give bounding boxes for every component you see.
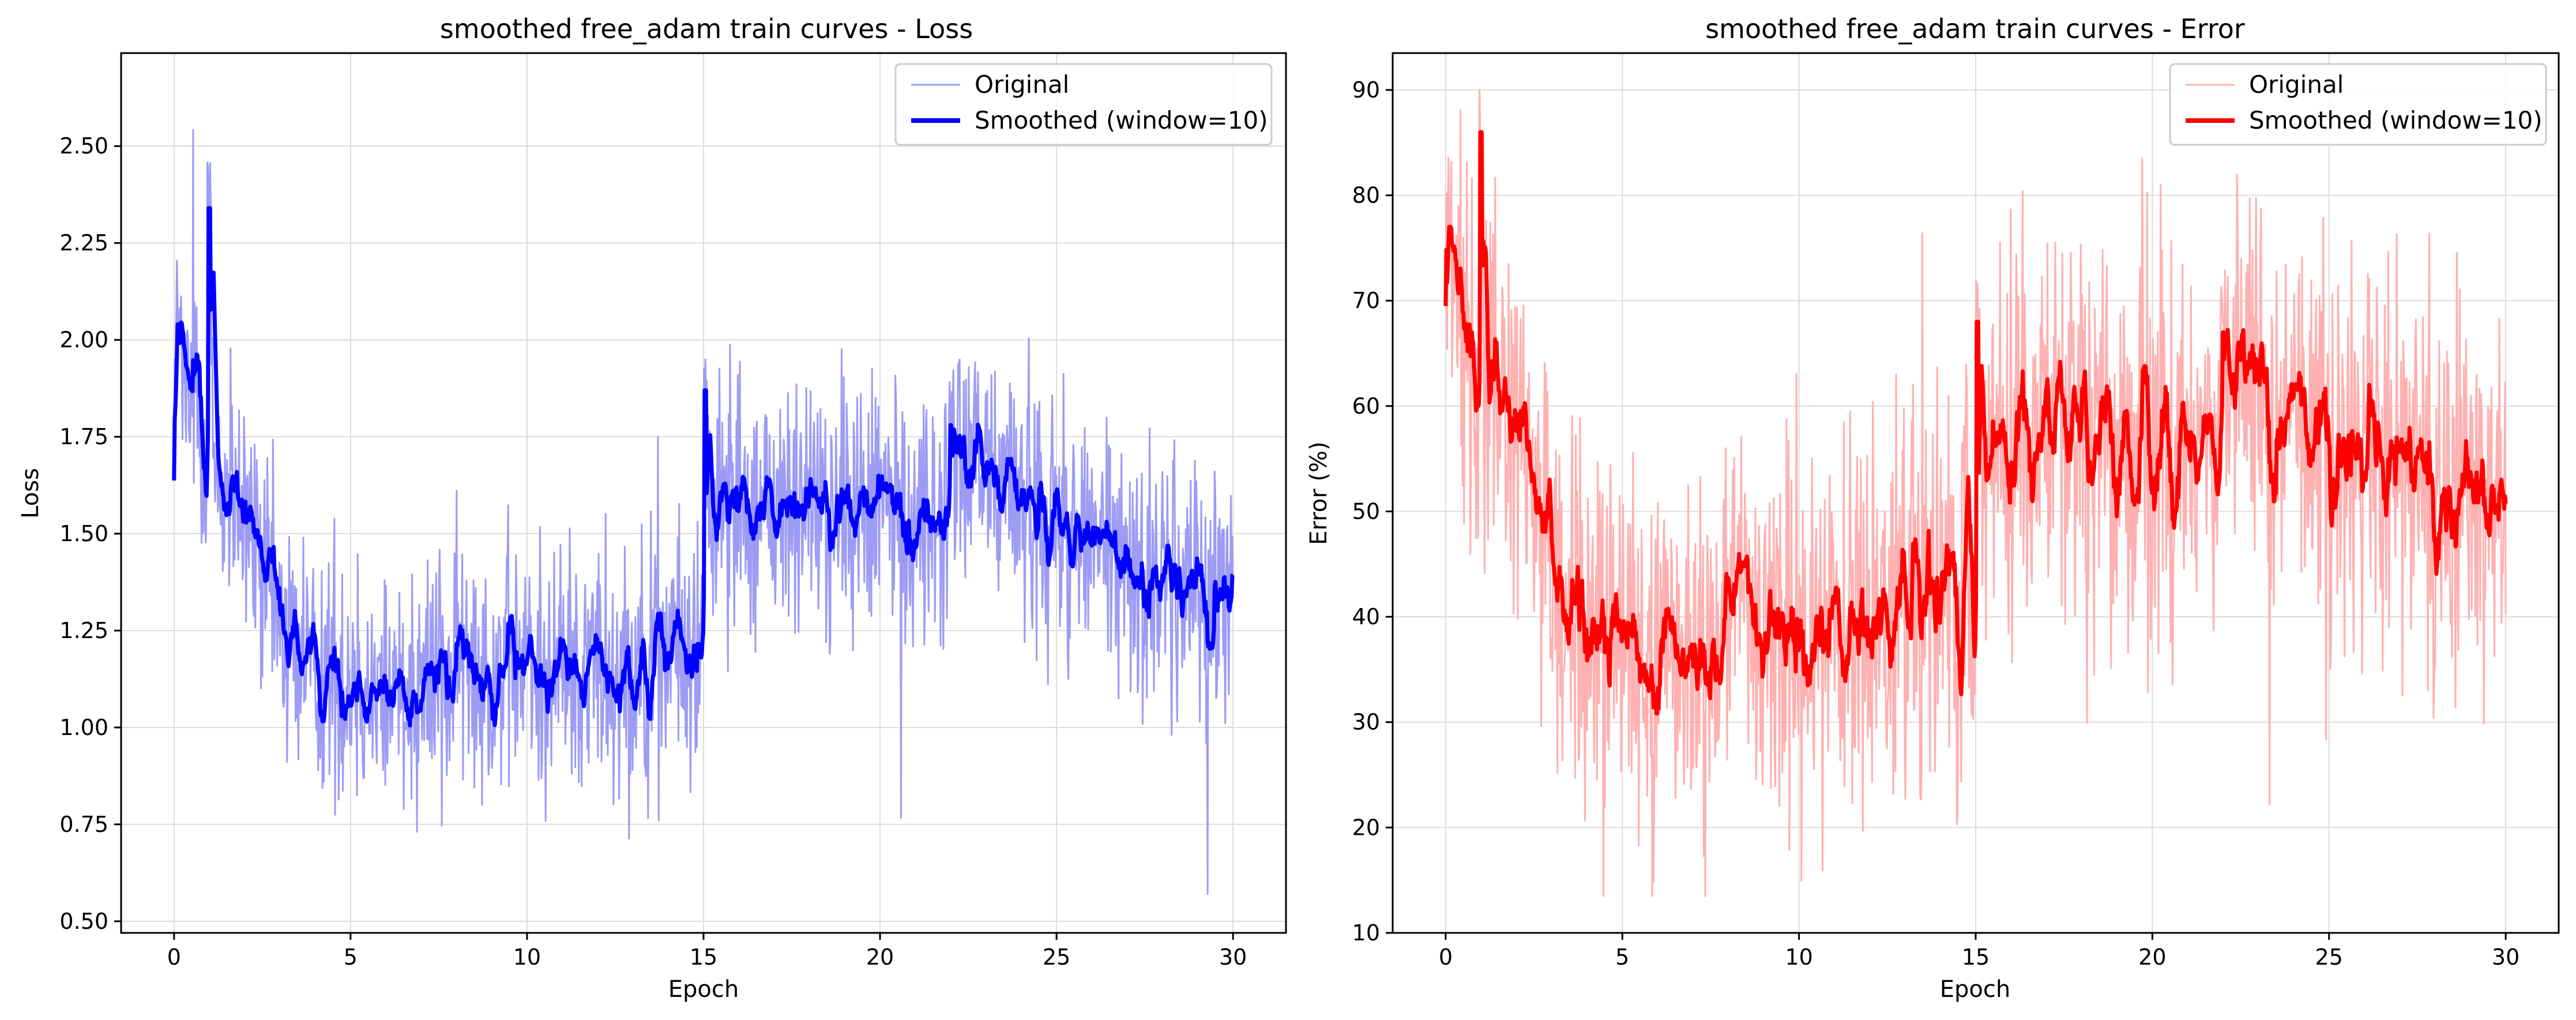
error-y-tick-label: 50	[1352, 498, 1380, 524]
loss-y-tick-label: 0.75	[59, 812, 108, 837]
loss-y-tick-label: 1.25	[59, 618, 108, 643]
loss-x-tick-label: 10	[513, 944, 541, 970]
error-ticks: 0 5 10 15 20 25 30 10 20 30 40 50 60 70 80 90	[1352, 77, 2520, 970]
loss-smoothed-series-line	[172, 206, 1235, 728]
loss-y-tick-label: 1.00	[59, 715, 108, 740]
error-x-tick-label: 30	[2492, 944, 2519, 970]
loss-legend: Original Smoothed (window=10)	[894, 63, 1273, 146]
loss-plot-area	[172, 129, 1235, 895]
error-chart-title: smoothed free_adam train curves - Error	[1705, 13, 2245, 44]
loss-y-tick-label: 2.50	[59, 133, 108, 159]
error-smoothed-series-line	[1443, 130, 2508, 716]
loss-y-tick-label: 2.25	[59, 230, 108, 256]
loss-legend-original-label: Original	[975, 70, 1069, 99]
error-legend-smoothed-label: Smoothed (window=10)	[2249, 106, 2543, 134]
error-x-tick-label: 20	[2138, 944, 2166, 970]
loss-ticks: 0 5 10 15 20 25 30 0.50 0.75 1.00 1.25 1.50 1.75 2.00…	[59, 133, 1247, 970]
error-y-axis-label: Error (%)	[1306, 441, 1332, 545]
loss-x-tick-label: 25	[1043, 944, 1070, 970]
loss-y-tick-label: 1.75	[59, 424, 108, 449]
error-legend-original-label: Original	[2249, 70, 2344, 99]
loss-x-tick-label: 15	[690, 944, 717, 970]
loss-y-axis-label: Loss	[17, 468, 44, 519]
loss-y-tick-label: 2.00	[59, 327, 108, 352]
error-x-tick-label: 25	[2315, 944, 2343, 970]
loss-x-axis-label: Epoch	[668, 976, 739, 1003]
loss-x-tick-label: 5	[344, 944, 358, 970]
error-plot-area	[1443, 89, 2508, 897]
error-y-tick-label: 80	[1352, 183, 1380, 208]
loss-x-tick-label: 30	[1219, 944, 1247, 970]
error-y-tick-label: 30	[1352, 710, 1380, 735]
error-x-axis-label: Epoch	[1940, 976, 2010, 1003]
loss-legend-smoothed-label: Smoothed (window=10)	[975, 106, 1268, 134]
error-legend-box	[2169, 63, 2547, 146]
error-y-tick-label: 40	[1352, 604, 1380, 629]
error-y-tick-label: 70	[1352, 288, 1380, 313]
error-y-tick-label: 90	[1352, 77, 1380, 103]
loss-x-tick-label: 20	[866, 944, 894, 970]
error-chart: smoothed free_adam train curves - Error …	[1306, 13, 2560, 1003]
error-y-tick-label: 20	[1352, 815, 1380, 840]
error-x-tick-label: 10	[1785, 944, 1812, 970]
loss-chart: smoothed free_adam train curves - Loss 0…	[17, 13, 1287, 1003]
loss-legend-box	[894, 63, 1273, 146]
error-x-tick-label: 15	[1962, 944, 1990, 970]
loss-x-tick-label: 0	[167, 944, 181, 970]
error-x-tick-label: 0	[1439, 944, 1453, 970]
error-legend: Original Smoothed (window=10)	[2169, 63, 2547, 146]
error-y-tick-label: 60	[1352, 393, 1380, 419]
loss-y-tick-label: 0.50	[59, 909, 108, 934]
loss-chart-title: smoothed free_adam train curves - Loss	[440, 13, 973, 44]
loss-y-tick-label: 1.50	[59, 521, 108, 546]
error-x-tick-label: 5	[1615, 944, 1629, 970]
error-y-tick-label: 10	[1352, 920, 1380, 946]
